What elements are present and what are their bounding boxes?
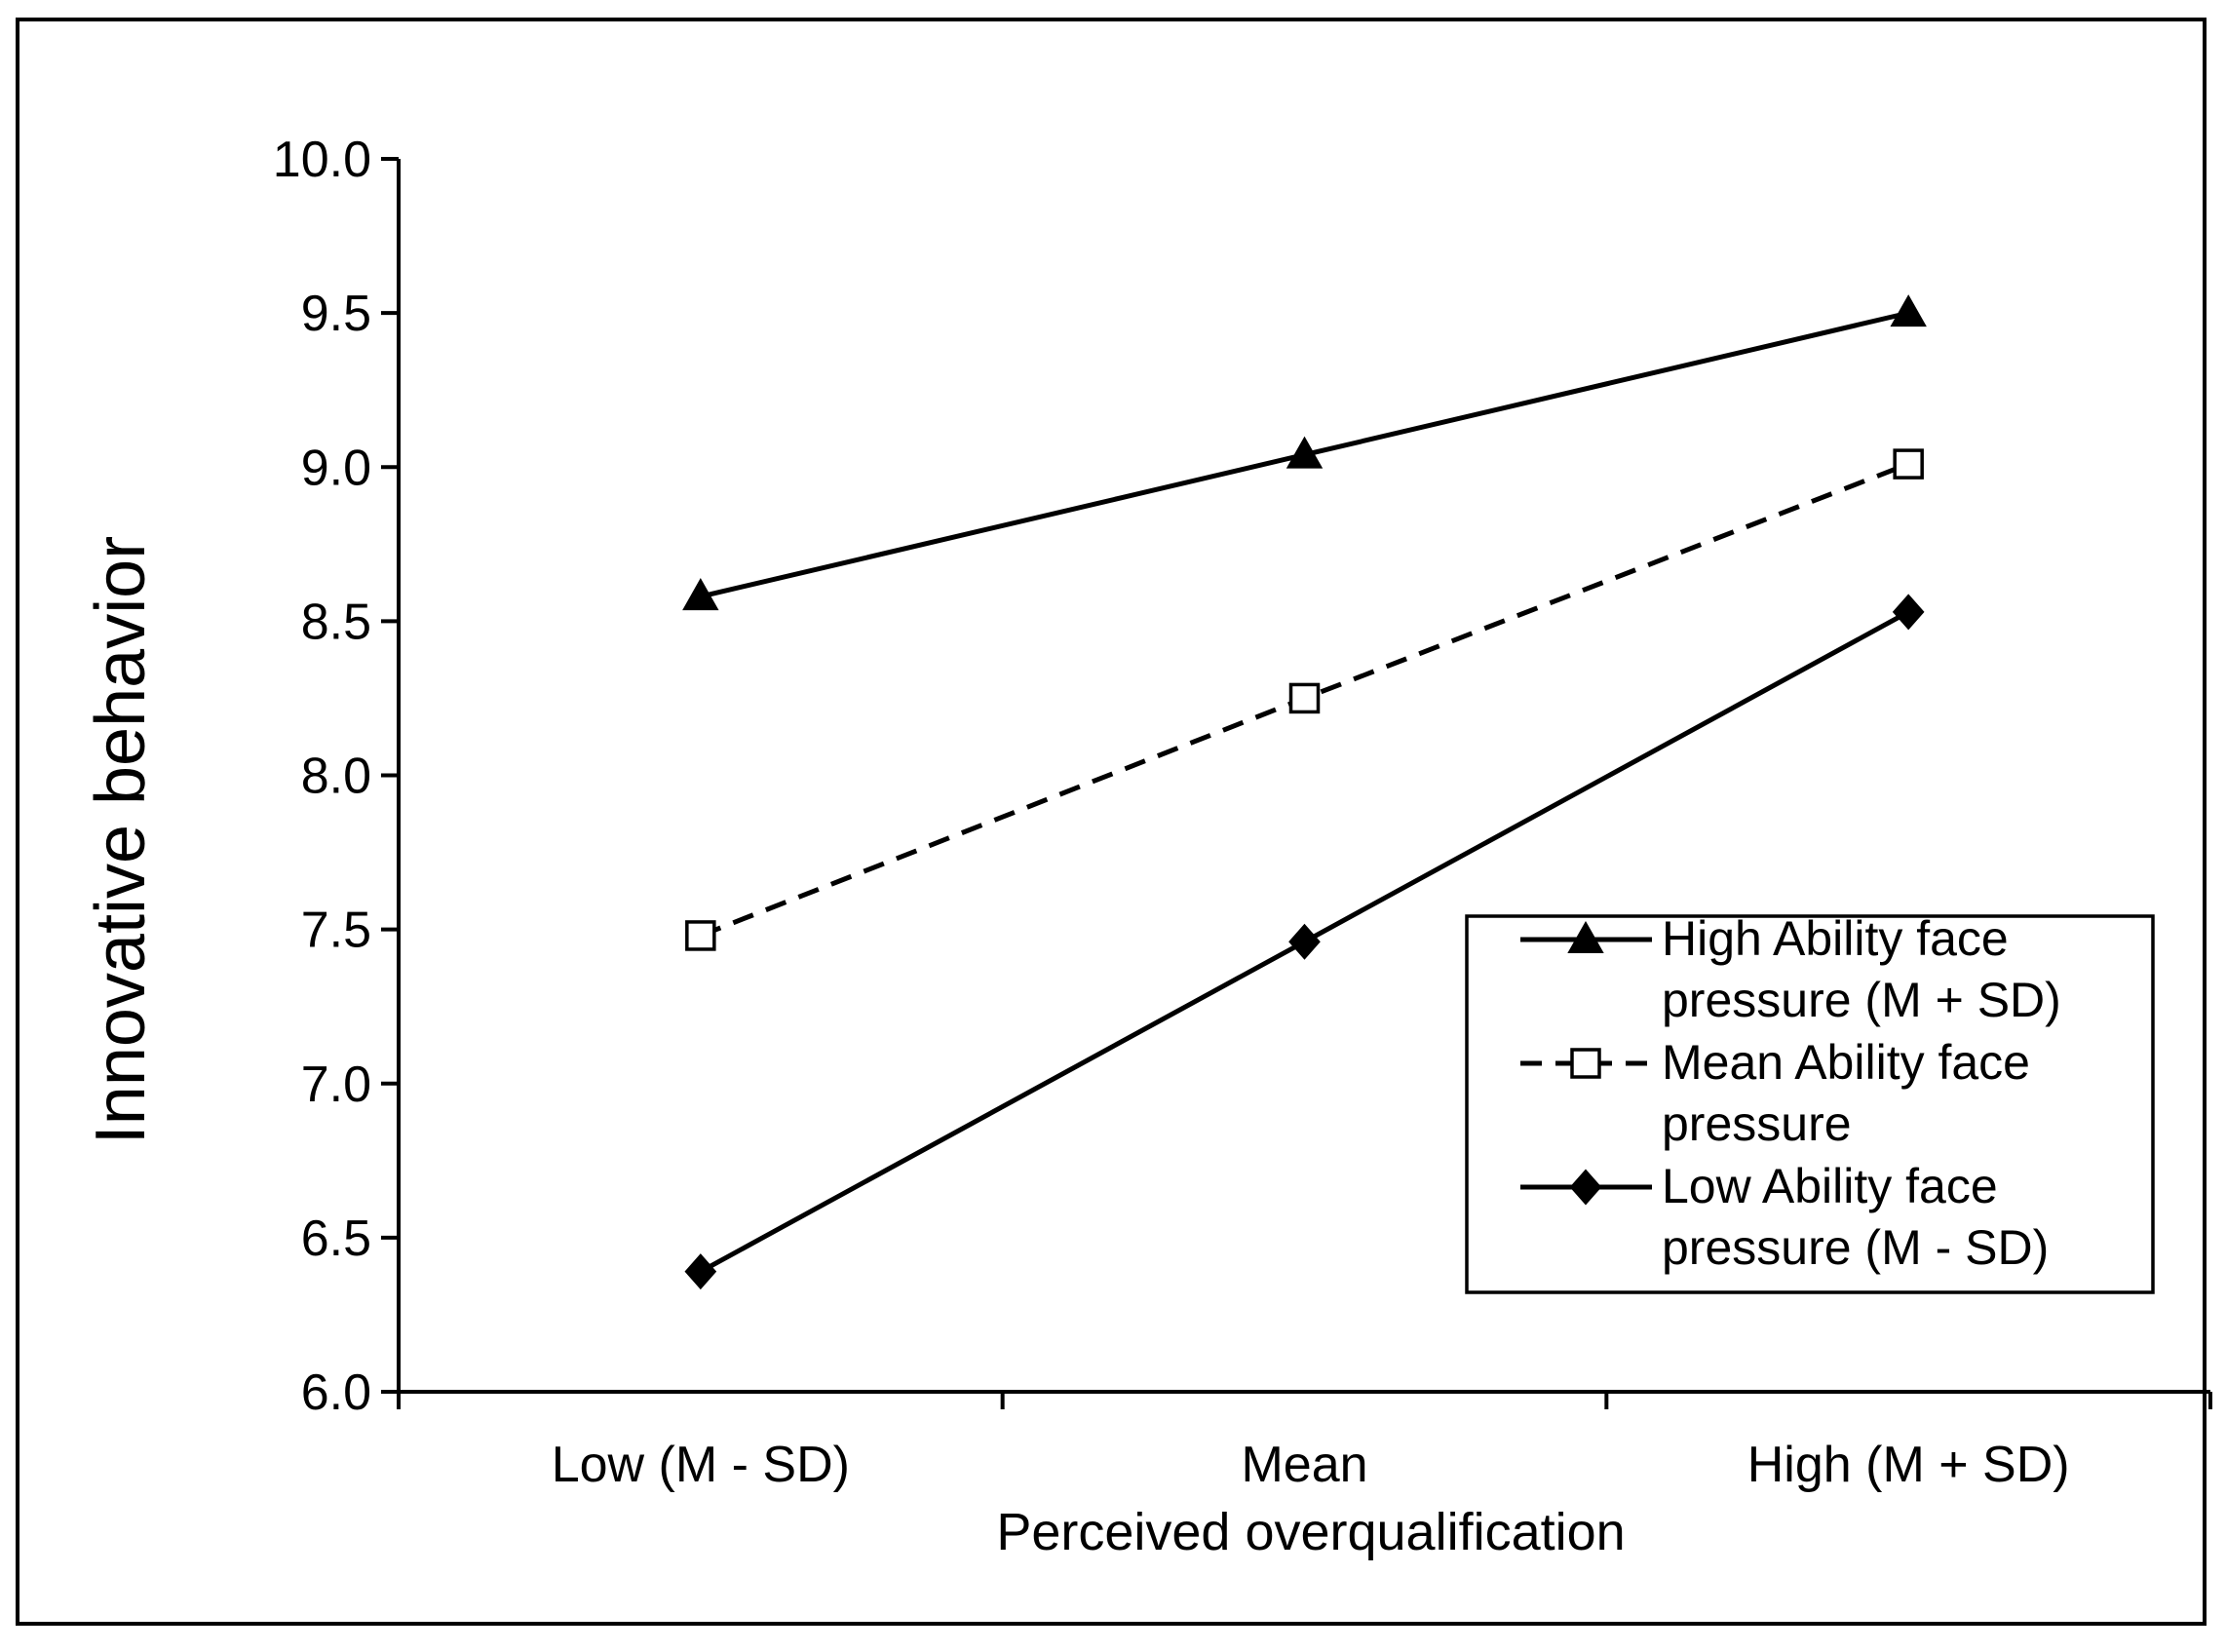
data-point <box>1288 682 1321 714</box>
series-3 <box>684 594 1925 1290</box>
legend-item: High Ability face pressure (M + SD) <box>1520 911 2061 1027</box>
data-point <box>1893 448 1924 480</box>
legend-label: pressure <box>1662 1096 1852 1151</box>
axes <box>397 159 2210 1409</box>
y-tick-label: 7.5 <box>301 903 371 959</box>
y-tick-label: 6.5 <box>301 1210 371 1267</box>
data-point <box>685 920 716 951</box>
data-point <box>682 578 719 611</box>
x-tick-label: Low (M - SD) <box>552 1437 850 1493</box>
data-point <box>1286 436 1324 469</box>
chart-frame <box>16 18 2207 1626</box>
data-point <box>1892 594 1925 631</box>
y-tick-label: 8.0 <box>301 749 371 805</box>
x-axis-title: Perceived overqualification <box>996 1503 1625 1561</box>
series-layer <box>682 294 1927 1290</box>
y-tick-label: 9.0 <box>301 440 371 496</box>
legend-label: Low Ability face <box>1662 1159 1998 1213</box>
legend-box <box>1465 914 2155 1294</box>
series-1 <box>682 294 1927 611</box>
y-tick-label: 9.5 <box>301 286 371 342</box>
y-axis-title: Innovative behavior <box>82 536 160 1144</box>
y-tick-label: 7.0 <box>301 1057 371 1113</box>
legend-marker <box>1570 1048 1601 1079</box>
legend: High Ability face pressure (M + SD) Mean A… <box>1465 911 2155 1294</box>
legend-label: pressure (M - SD) <box>1662 1220 2049 1275</box>
data-point <box>1890 294 1927 327</box>
legend-label: pressure (M + SD) <box>1662 973 2061 1027</box>
x-tick-label: Mean <box>1241 1437 1367 1493</box>
legend-label: Mean Ability face <box>1662 1035 2030 1090</box>
y-tick-label: 10.0 <box>273 132 371 188</box>
legend-label: High Ability face <box>1662 911 2009 966</box>
series-2 <box>685 448 1924 951</box>
legend-item: Mean Ability face pressure <box>1520 1035 2030 1151</box>
y-tick-label: 6.0 <box>301 1364 371 1421</box>
y-axis-ticks: 6.0 6.5 7.0 7.5 8.0 8.5 9.0 9.5 10.0 <box>273 132 399 1421</box>
data-point <box>1288 923 1321 960</box>
x-axis-ticks: Low (M - SD) Mean High (M + SD) <box>552 1392 2212 1493</box>
legend-item: Low Ability face pressure (M - SD) <box>1520 1159 2049 1275</box>
legend-marker <box>1569 1169 1602 1206</box>
legend-marker <box>1567 920 1604 953</box>
x-tick-label: High (M + SD) <box>1747 1437 2070 1493</box>
y-tick-label: 8.5 <box>301 594 371 650</box>
data-point <box>684 1253 717 1290</box>
